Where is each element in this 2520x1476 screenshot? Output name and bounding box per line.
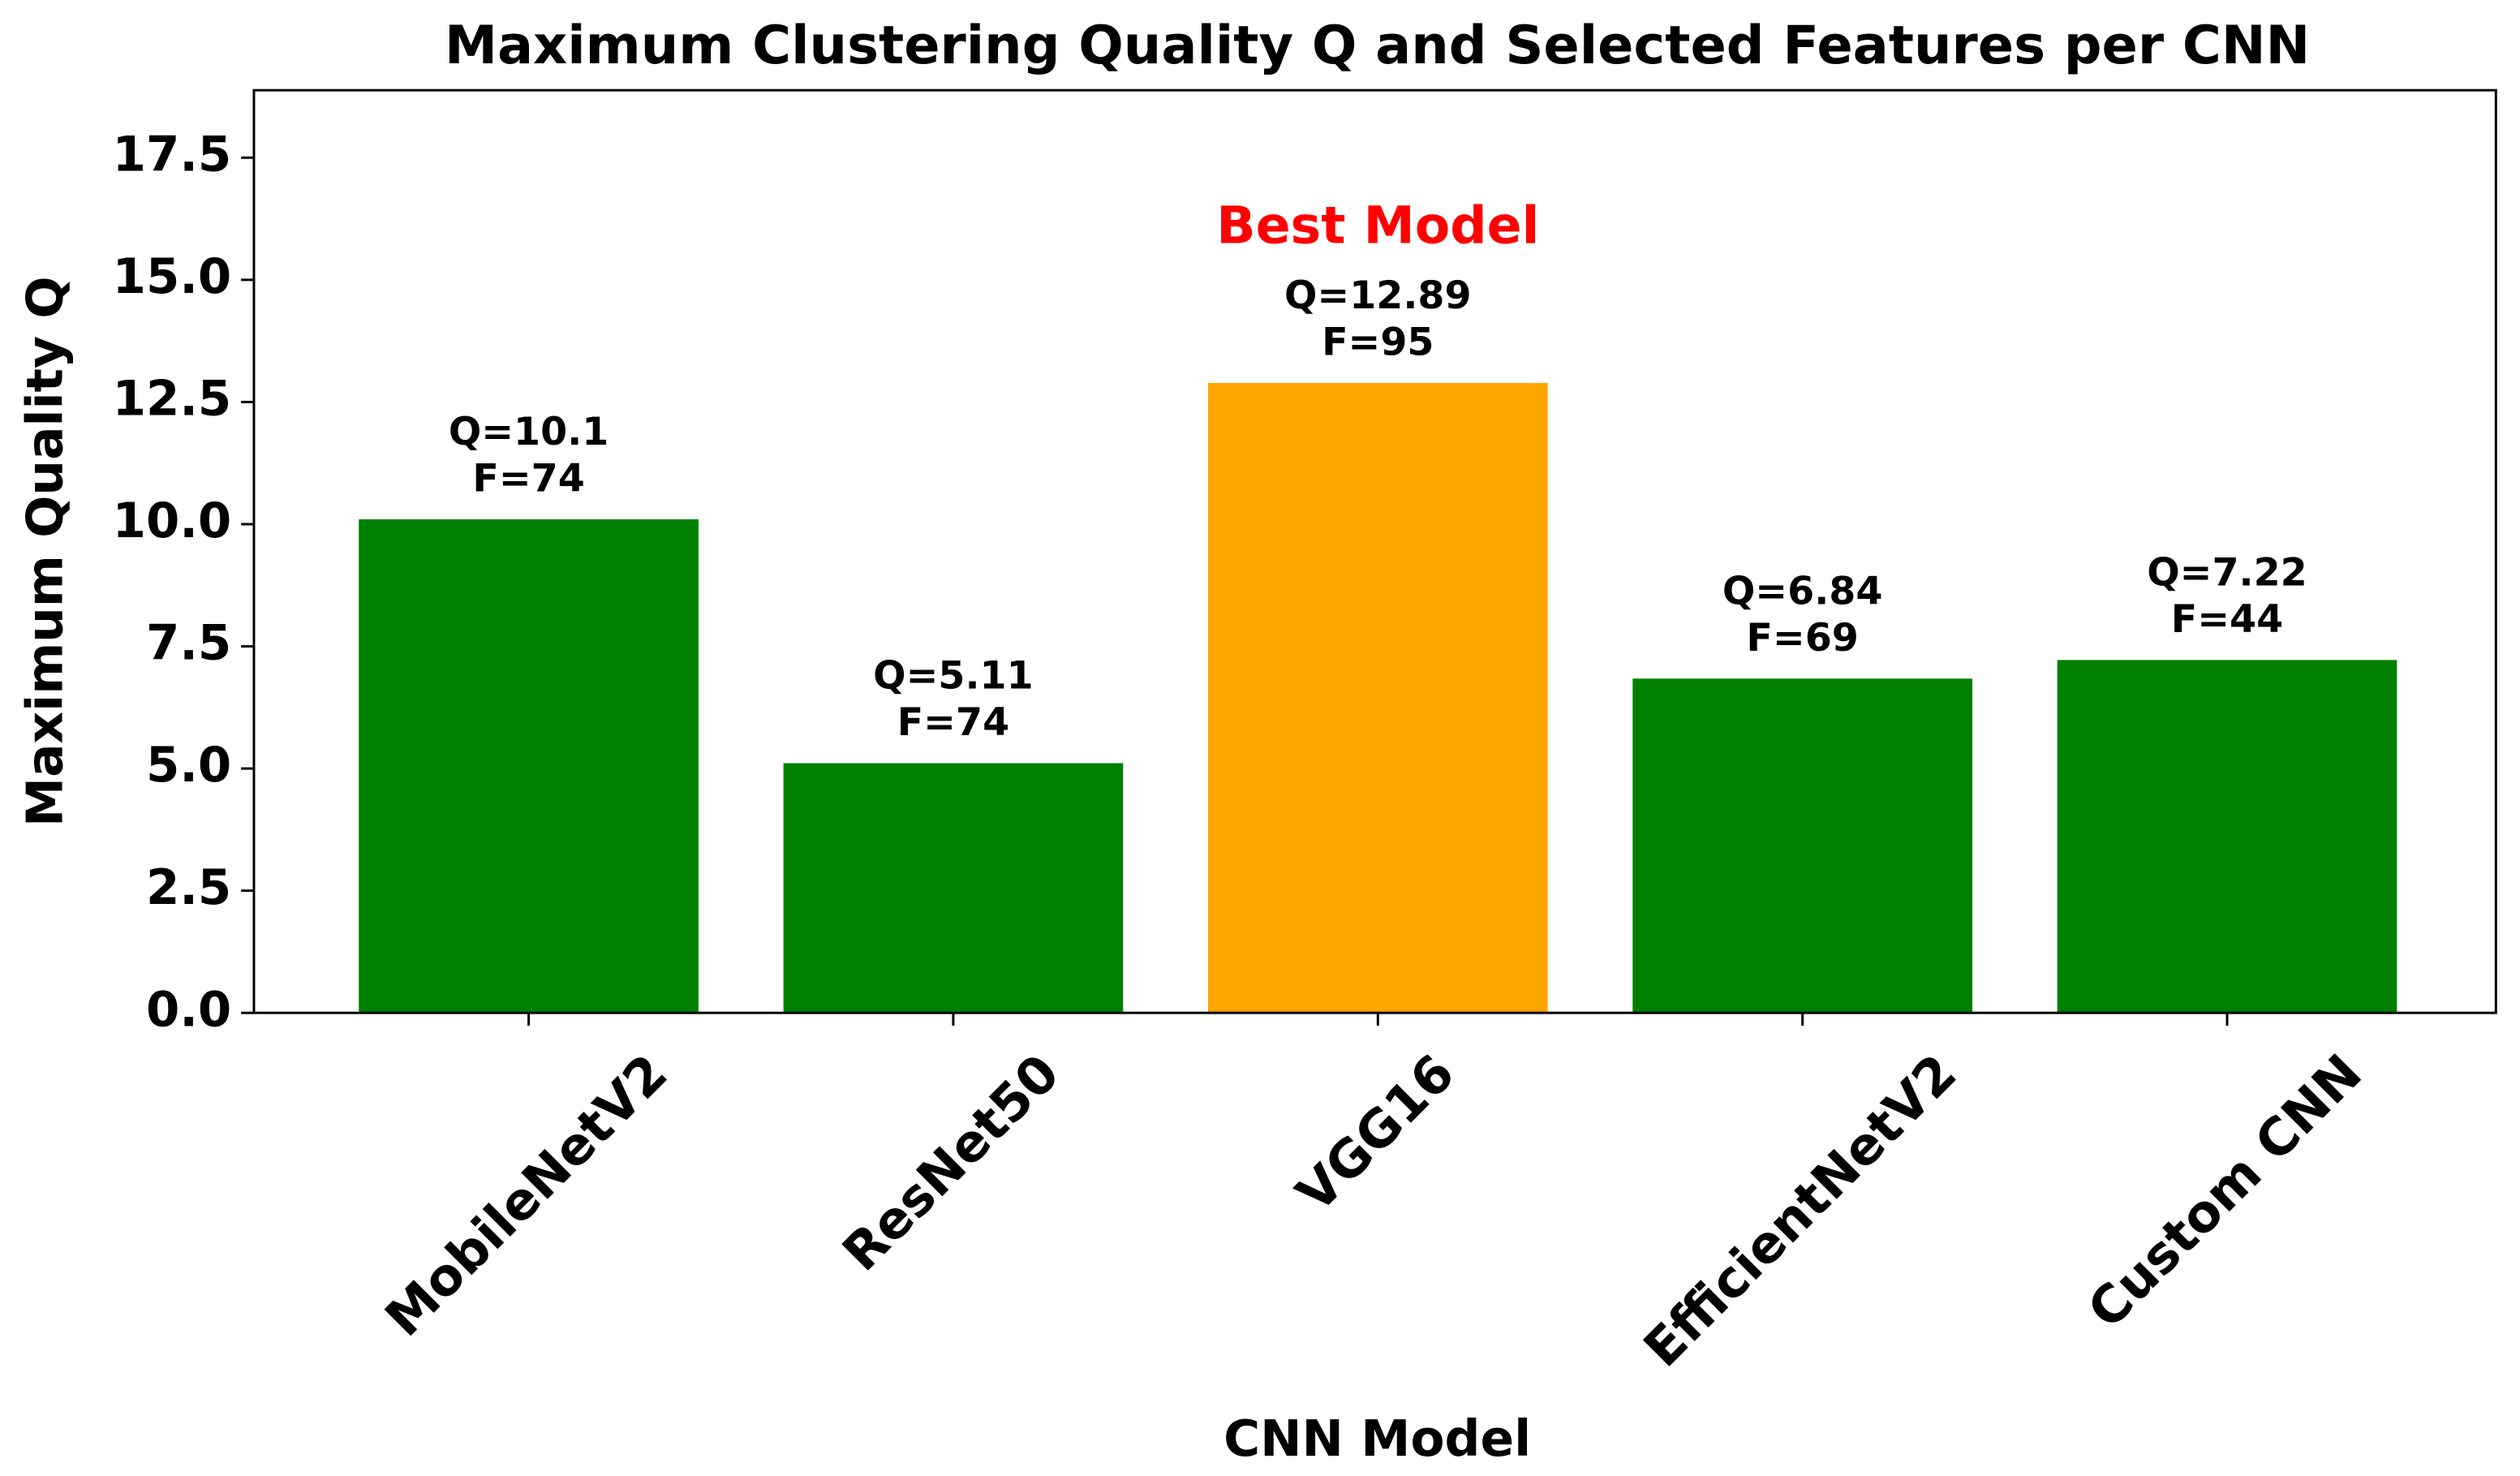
y-tick-label: 12.5: [113, 372, 232, 428]
bar: [2057, 660, 2397, 1013]
y-tick-label: 2.5: [146, 860, 231, 916]
value-label: Q=5.11: [873, 654, 1034, 699]
y-tick-label: 7.5: [146, 616, 231, 672]
y-axis-label: Maximum Quality Q: [17, 276, 75, 827]
annotation: Best Model: [1216, 195, 1539, 255]
bar: [783, 763, 1124, 1013]
y-tick-label: 15.0: [113, 249, 232, 305]
plot-frame: [252, 88, 2497, 1014]
value-label: Q=10.1: [449, 410, 609, 454]
feature-label: F=74: [472, 456, 584, 501]
x-axis-label: CNN Model: [1223, 1410, 1531, 1468]
bar: [1632, 678, 1972, 1013]
bar: [359, 519, 699, 1013]
bar: [1207, 382, 1548, 1013]
value-label: Q=12.89: [1284, 273, 1472, 318]
y-tick-label: 5.0: [146, 738, 231, 794]
feature-label: F=95: [1322, 320, 1434, 364]
y-tick-label: 10.0: [113, 493, 232, 549]
y-tick-label: 17.5: [113, 127, 232, 183]
feature-label: F=69: [1746, 616, 1858, 661]
value-label: Q=6.84: [1722, 569, 1883, 613]
chart-title: Maximum Clustering Quality Q and Selecte…: [445, 15, 2310, 76]
y-tick-label: 0.0: [146, 982, 231, 1038]
feature-label: F=74: [897, 700, 1009, 745]
value-label: Q=7.22: [2147, 550, 2307, 595]
feature-label: F=44: [2171, 597, 2283, 642]
